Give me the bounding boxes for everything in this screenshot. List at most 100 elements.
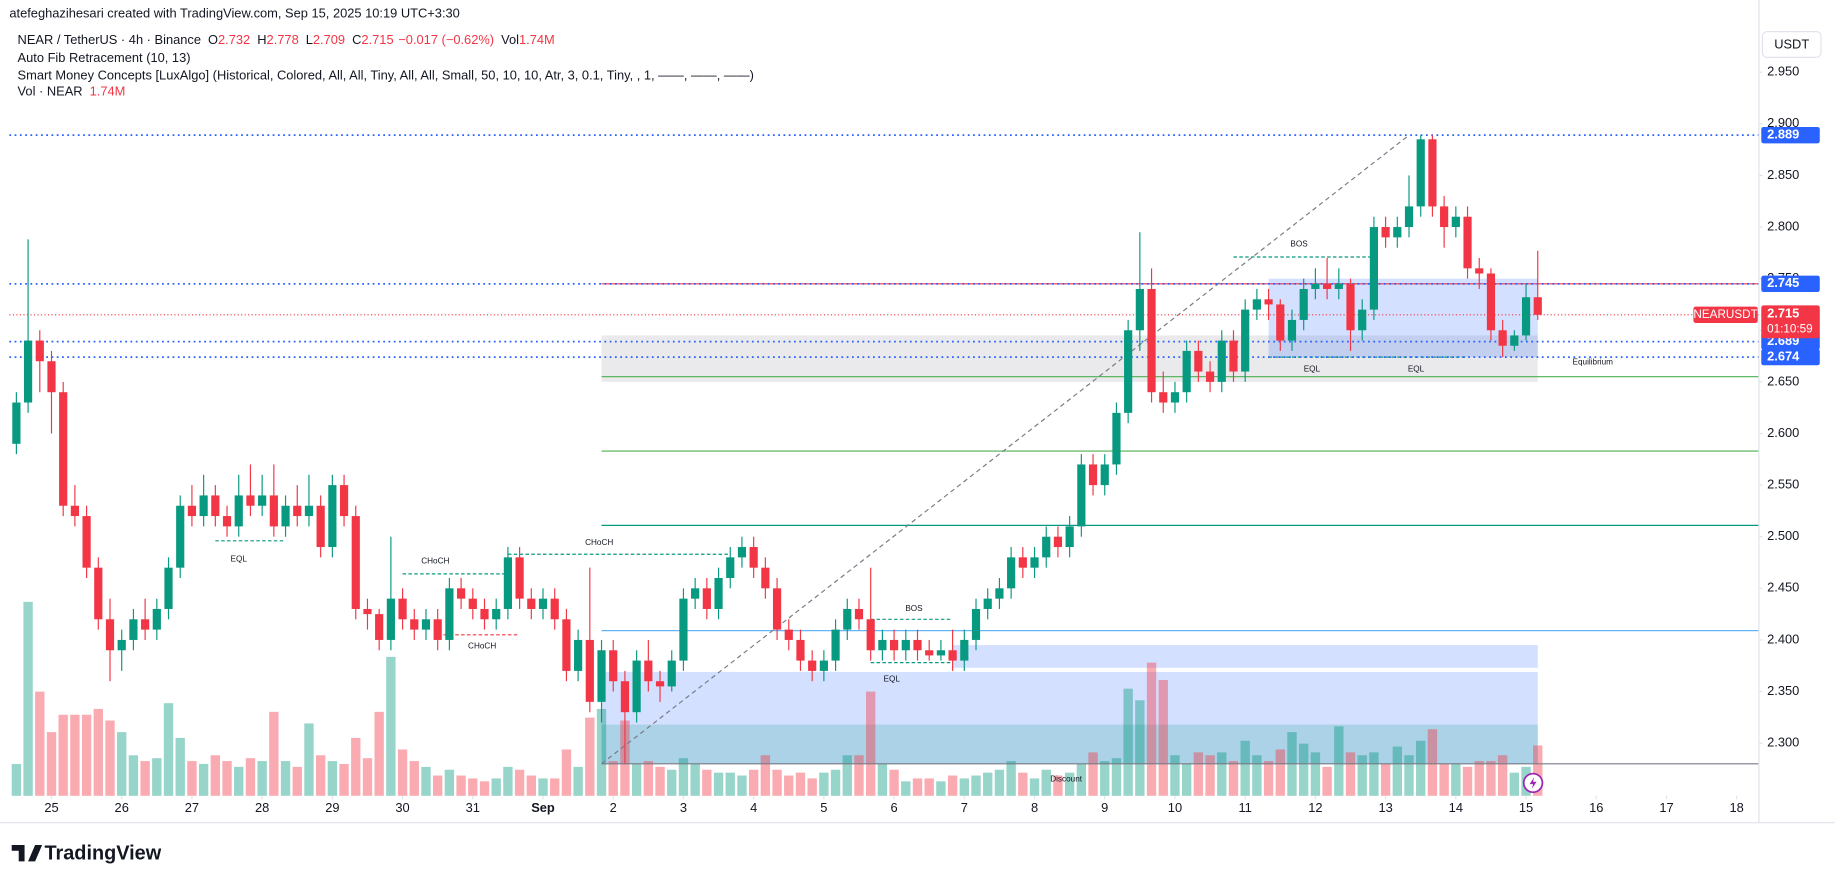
candle-body (971, 608, 981, 640)
candle-body (843, 608, 852, 630)
x-tick-label: 10 (1168, 800, 1182, 815)
candle-body (995, 588, 1004, 599)
candle-body (1124, 330, 1133, 413)
candle-body (913, 639, 922, 651)
volume-bar (421, 766, 431, 796)
currency[interactable]: USDT (1774, 36, 1809, 51)
candle-body (960, 639, 969, 661)
y-tick-label: 2.450 (1767, 580, 1799, 595)
volume-bar (596, 708, 607, 796)
volume-bar (1310, 752, 1321, 796)
candle-body (70, 505, 79, 517)
volume-bar (713, 772, 724, 796)
plot: EQL CHoCH CHoCH CHoCH BOS EQL BOS EQL EQL Equilib… (9, 134, 1759, 796)
volume-bar (1146, 662, 1157, 796)
volume-bar (526, 775, 536, 796)
price-tag-label: 2.889 (1767, 127, 1799, 142)
volume-bar (1509, 772, 1520, 796)
candle-body (808, 660, 817, 671)
ohlc-value: 2.732 (218, 32, 250, 47)
volume-bar (912, 778, 923, 796)
candle-body (82, 516, 91, 568)
candle-body (1334, 283, 1343, 289)
candle-body (1381, 227, 1390, 238)
volume-bar (222, 761, 232, 796)
volume-bar (830, 769, 841, 796)
candle-body (375, 614, 384, 640)
volume-bar (1240, 740, 1250, 796)
volume-bar (936, 781, 946, 796)
volume-bar (1263, 761, 1274, 796)
volume-bar (503, 766, 513, 796)
x-tick-label: 29 (325, 800, 339, 815)
candle-body (644, 660, 653, 682)
candle-body (1135, 288, 1144, 331)
candle-body (1358, 309, 1367, 331)
x-tick-label: 9 (1101, 800, 1108, 815)
currency-button[interactable] (1761, 31, 1822, 58)
candle-body (398, 598, 407, 620)
volume-bar (1170, 755, 1180, 796)
volume-bar (105, 720, 115, 796)
price-tag (1761, 126, 1820, 144)
candle-body (281, 505, 290, 527)
candle-body (1346, 283, 1355, 331)
volume-bar (257, 761, 267, 796)
x-tick-label: 7 (961, 800, 968, 815)
volume-bar (1217, 752, 1227, 796)
x-tick-label: 30 (395, 800, 409, 815)
volume-bar (1533, 745, 1543, 796)
indicator-legend[interactable]: Auto Fib Retracement (10, 13) (18, 50, 191, 65)
candle-body (831, 629, 840, 661)
volume-bar (854, 755, 864, 796)
volume-bar (1486, 761, 1496, 796)
x-tick-label: 5 (820, 800, 827, 815)
candle-body (749, 547, 758, 568)
y-tick-label: 2.300 (1767, 735, 1799, 750)
y-tick-label: 2.650 (1767, 373, 1799, 388)
candle-body (1463, 216, 1472, 269)
candle-body (714, 578, 723, 609)
y-tick-label: 2.600 (1767, 425, 1799, 440)
smc-zone (1268, 278, 1538, 358)
last-price-label: 2.715 (1767, 306, 1799, 321)
volume-bar (819, 772, 829, 796)
x-tick-label: 12 (1308, 800, 1322, 815)
volume-bar (409, 761, 419, 796)
last-price-tag (1761, 305, 1820, 339)
candle-body (1323, 283, 1332, 289)
volume-bar (1029, 778, 1040, 796)
candle-body (585, 639, 594, 702)
volume-bar (1018, 772, 1028, 796)
candle-body (1428, 139, 1437, 207)
candle-body (562, 619, 571, 671)
logo-icon (11, 844, 43, 862)
x-tick-label: 17 (1659, 800, 1673, 815)
logo[interactable]: TradingView (44, 843, 161, 865)
candle-body (889, 639, 899, 651)
volume-bar (433, 775, 443, 796)
annotation: EQL (1408, 365, 1425, 374)
volume-bar (444, 769, 455, 796)
ohlc-key: H (257, 32, 266, 47)
smc-zone (601, 671, 1538, 764)
volume-bar (117, 732, 127, 796)
candle-body (1112, 412, 1121, 465)
candle-body (316, 505, 325, 548)
vol-legend[interactable]: Vol · NEAR 1.74M (18, 84, 126, 99)
candle-body (1077, 464, 1086, 527)
candle-body (117, 639, 126, 651)
smc-zone (601, 335, 1538, 382)
candle-body (363, 608, 372, 615)
candle-body (1217, 340, 1226, 382)
volume-bar (737, 775, 747, 796)
y-tick-label: 2.500 (1767, 528, 1799, 543)
volume-bar (924, 778, 934, 796)
x-tick-label: 2 (610, 800, 617, 815)
volume-bar (550, 778, 560, 796)
indicator-legend[interactable]: Smart Money Concepts [LuxAlgo] (Historic… (18, 67, 754, 82)
volume-bar (351, 737, 361, 796)
volume-bar (23, 601, 33, 796)
volume-bar (1064, 772, 1075, 796)
